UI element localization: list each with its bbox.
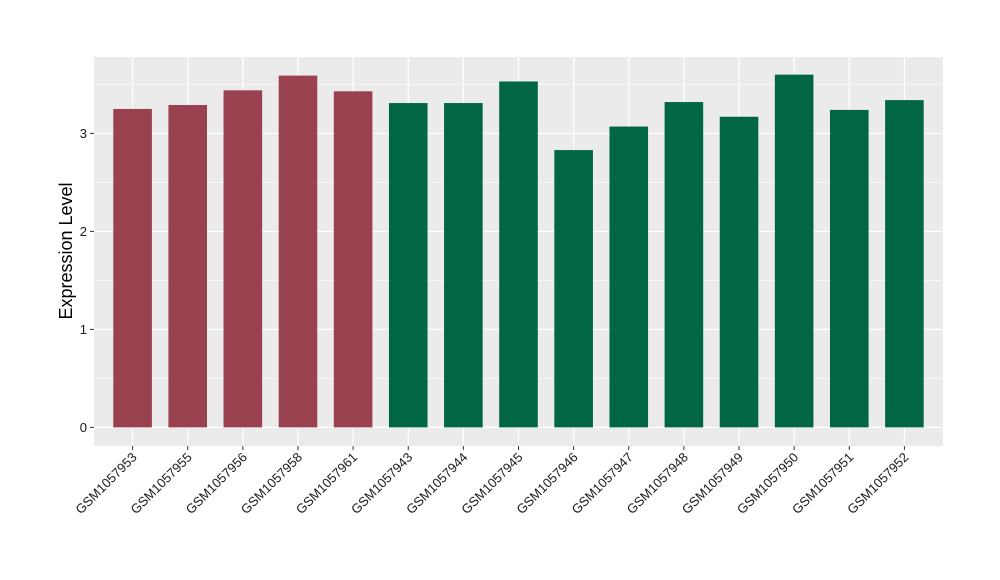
y-axis: 0 1 2 3	[80, 126, 94, 435]
bar-GSM1057951	[829, 109, 869, 428]
y-tick-label: 2	[80, 224, 87, 239]
y-tick-label: 3	[80, 126, 87, 141]
x-axis: GSM1057953GSM1057955GSM1057956GSM1057958…	[72, 446, 912, 517]
bar-GSM1057953	[113, 108, 152, 428]
bar-GSM1057949	[719, 116, 759, 428]
bar-GSM1057944	[444, 103, 483, 428]
y-axis-title: Expression Level	[56, 182, 76, 319]
bar-GSM1057950	[774, 74, 814, 428]
bar-GSM1057946	[554, 150, 593, 428]
bar-GSM1057945	[499, 81, 538, 428]
y-tick-label: 1	[80, 322, 87, 337]
bar-GSM1057955	[168, 105, 208, 428]
bar-GSM1057958	[278, 75, 318, 428]
bar-GSM1057956	[223, 90, 263, 428]
bar-GSM1057943	[388, 103, 428, 428]
y-tick-label: 0	[80, 420, 87, 435]
bar-GSM1057947	[609, 126, 649, 428]
bars-group	[113, 74, 924, 428]
bar-GSM1057961	[333, 91, 373, 428]
bar-GSM1057952	[885, 100, 924, 428]
bar-GSM1057948	[664, 102, 704, 428]
